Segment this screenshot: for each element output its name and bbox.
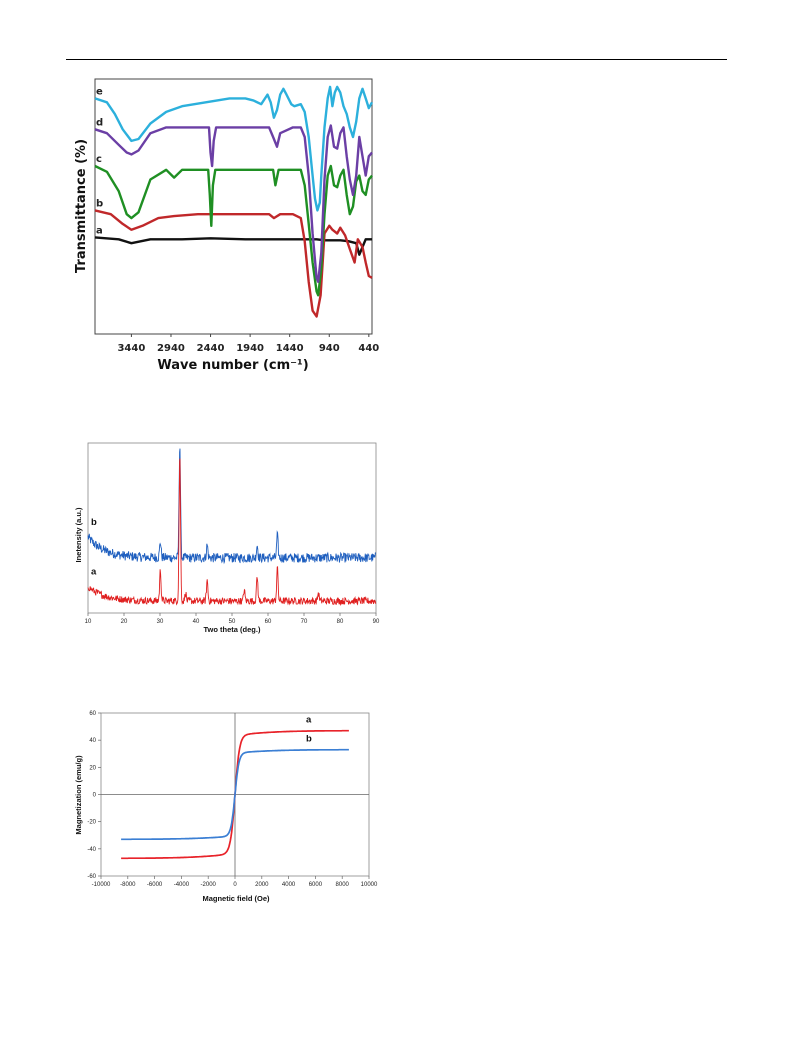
- vsm-y-tick-label: 0: [93, 793, 97, 799]
- xrd-x-tick-label: 80: [337, 619, 344, 625]
- ftir-x-tick-label: 940: [319, 343, 340, 354]
- ftir-series-group: [94, 85, 374, 318]
- ftir-x-tick-label: 440: [358, 343, 379, 354]
- ftir-series-e-label: e: [96, 86, 103, 97]
- vsm-x-tick-label: 0: [233, 882, 237, 888]
- ftir-x-tick-label: 2940: [157, 343, 185, 354]
- xrd-y-axis-label: Inetensity (a.u.): [74, 507, 83, 563]
- vsm-x-tick-label: 6000: [309, 882, 323, 888]
- vsm-y-tick-label: -60: [87, 874, 96, 880]
- xrd-series-b-line: [87, 448, 377, 565]
- vsm-x-tick-label: -10000: [92, 882, 111, 888]
- vsm-series-labels: ab: [306, 715, 312, 745]
- vsm-y-tick-label: 20: [89, 765, 96, 771]
- xrd-x-tick-label: 90: [373, 619, 380, 625]
- xrd-series-labels: ba: [91, 517, 97, 578]
- vsm-series-group: [121, 729, 349, 860]
- ftir-series-c-line: [94, 164, 373, 297]
- vsm-ticks: -10000 -8000 -6000 -4000 -2000 0 2000 4000 6000 8…: [87, 711, 378, 888]
- xrd-x-tick-label: 40: [193, 619, 200, 625]
- xrd-x-tick-label: 70: [301, 619, 308, 625]
- vsm-series-b-line: [121, 748, 349, 841]
- vsm-x-tick-label: 10000: [361, 882, 378, 888]
- xrd-series-a-label: a: [91, 567, 97, 578]
- vsm-x-tick-label: -2000: [201, 882, 217, 888]
- ftir-plot-frame: [94, 78, 373, 335]
- vsm-y-tick-label: 60: [89, 711, 96, 717]
- vsm-x-tick-label: -8000: [120, 882, 136, 888]
- vsm-x-tick-label: 2000: [255, 882, 269, 888]
- ftir-series-d-line: [94, 124, 373, 283]
- xrd-x-tick-label: 50: [229, 619, 236, 625]
- ftir-series-b-label: b: [96, 198, 103, 209]
- vsm-x-tick-label: 8000: [336, 882, 350, 888]
- xrd-series-group: [87, 448, 377, 607]
- vsm-x-tick-label: 4000: [282, 882, 296, 888]
- vsm-y-tick-label: 40: [89, 738, 96, 744]
- ftir-x-tick-label: 2440: [197, 343, 225, 354]
- header-rule: [66, 59, 727, 60]
- vsm-x-tick-label: -4000: [174, 882, 190, 888]
- xrd-x-axis-label: Two theta (deg.): [204, 625, 261, 634]
- xrd-x-tick-label: 20: [121, 619, 128, 625]
- ftir-series-d-label: d: [96, 117, 103, 128]
- vsm-y-tick-label: -40: [87, 847, 96, 853]
- xrd-series-b-label: b: [91, 517, 97, 528]
- ftir-series-e-line: [94, 85, 374, 212]
- ftir-y-axis-label: Transmittance (%): [74, 139, 89, 273]
- xrd-x-tick-label: 10: [85, 619, 92, 625]
- vsm-y-axis-label: Magnetization (emu/g): [74, 755, 83, 835]
- ftir-x-ticks: 3440 2940 2440 1940 1440 940 440: [117, 334, 379, 354]
- vsm-series-b-label: b: [306, 734, 312, 745]
- xrd-x-ticks: 10 20 30 40 50 60 70 80 90: [85, 613, 380, 625]
- ftir-x-axis-label: Wave number (cm⁻¹): [157, 358, 308, 373]
- xrd-series-a-line: [87, 458, 377, 607]
- ftir-x-tick-label: 1440: [276, 343, 304, 354]
- ftir-x-tick-label: 1940: [236, 343, 264, 354]
- vsm-series-a-label: a: [306, 715, 312, 726]
- ftir-series-c-label: c: [96, 154, 102, 165]
- ftir-x-tick-label: 3440: [117, 343, 145, 354]
- ftir-series-b-line: [94, 209, 373, 318]
- vsm-x-tick-label: -6000: [147, 882, 163, 888]
- xrd-x-tick-label: 30: [157, 619, 164, 625]
- ftir-series-a-label: a: [96, 225, 103, 236]
- vsm-x-axis-label: Magnetic field (Oe): [202, 894, 270, 903]
- xrd-x-tick-label: 60: [265, 619, 272, 625]
- vsm-y-tick-label: -20: [87, 820, 96, 826]
- ftir-series-labels: a b c d e: [96, 86, 103, 236]
